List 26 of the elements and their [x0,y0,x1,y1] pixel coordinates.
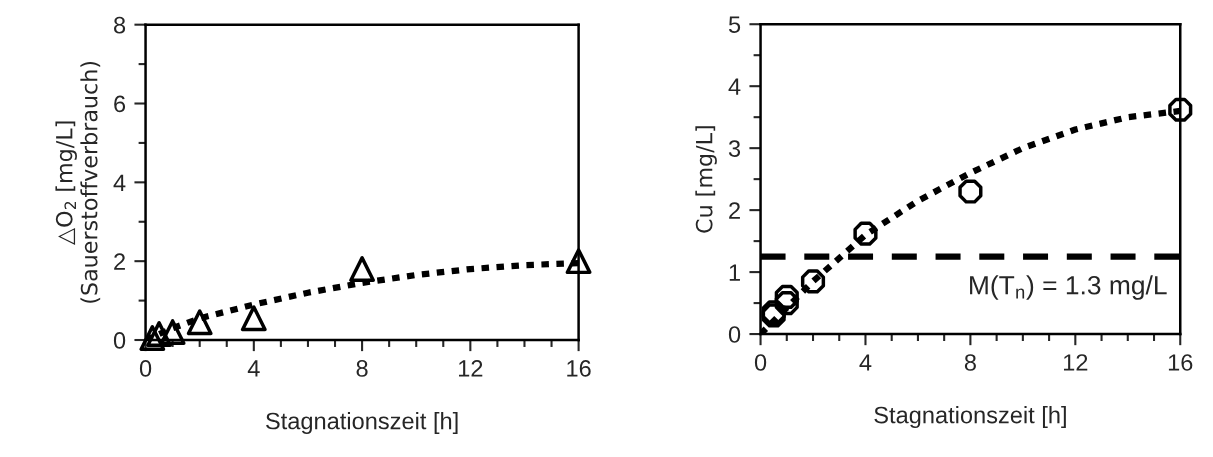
y-tick-label: 6 [114,95,126,113]
y-tick-label: 5 [728,16,741,34]
x-tick-label: 16 [567,360,591,377]
y-tick-label: 3 [728,140,741,157]
y-tick-label: 1 [729,264,740,281]
y-tick-label: 2 [729,202,740,219]
y-tick-label: 0 [728,326,741,343]
x-tick-label: 8 [356,360,368,377]
y-tick-label: 4 [728,78,741,95]
y-tick-label: 4 [113,174,126,191]
x-axis-title: Stagnationszeit [h] [266,412,458,435]
y-tick-label: 2 [114,253,125,270]
x-tick-label: 4 [859,354,872,371]
y-axis-title: △O$_{2}$ [mg/L] (Sauerstoffverbrauch) [55,61,101,303]
y-tick-label: 0 [113,332,126,349]
x-tick-label: 4 [247,360,260,377]
y-tick-label: 8 [114,16,126,34]
x-tick-label: 0 [754,354,767,371]
ref-line-label: M(T$_{n}$) = 1.3 mg/L [970,275,1167,300]
x-tick-label: 8 [964,354,976,371]
x-axis-title: Stagnationszeit [h] [874,406,1066,429]
y-axis-title: Cu [mg/L] [695,126,717,233]
x-tick-label: 16 [1168,354,1193,371]
x-tick-label: 0 [139,360,152,377]
x-tick-label: 12 [1063,354,1088,371]
x-tick-label: 12 [459,360,483,377]
